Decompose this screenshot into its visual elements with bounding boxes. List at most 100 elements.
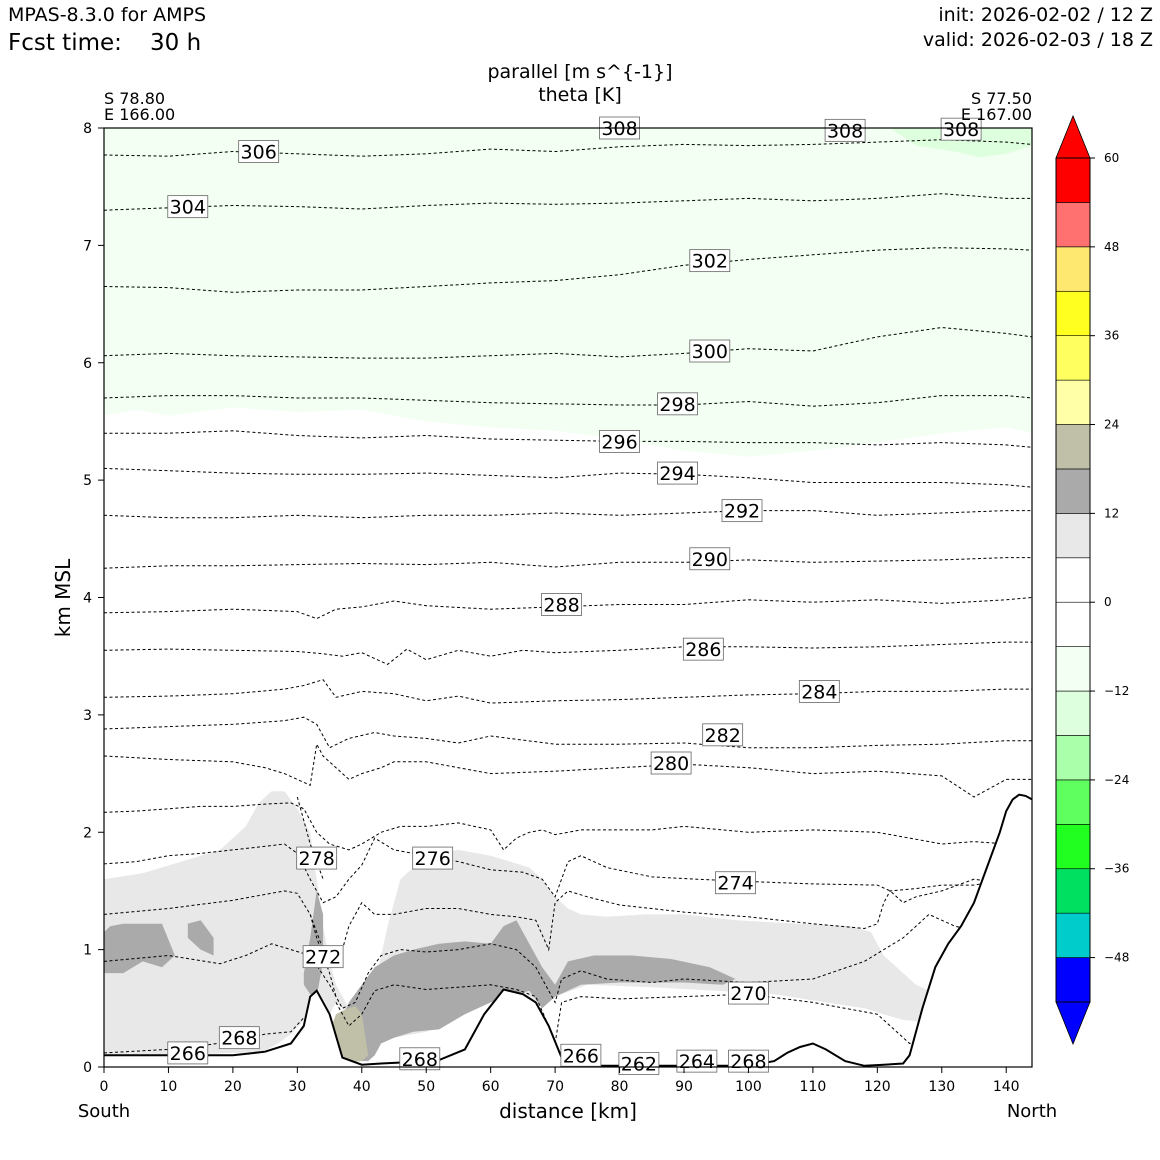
colorbar-segment-17: [1055, 202, 1091, 248]
contour-label-302: 302: [689, 249, 731, 273]
theta-contour-274: [104, 837, 1032, 904]
fill-region-5: [187, 920, 214, 956]
contour-label-270: 270: [728, 981, 769, 1005]
contour-label-298: 298: [657, 392, 698, 416]
y-tick-label-7: 7: [83, 238, 92, 254]
theta-contour-284: [104, 679, 1032, 704]
contour-label-298-box: [657, 392, 698, 416]
contour-label-300-box: [689, 339, 731, 363]
contour-label-inline-6-text: 264: [679, 1051, 715, 1073]
contour-label-278-text: 278: [299, 848, 335, 870]
fill-region-0: [104, 128, 1032, 457]
x-tick-label-80: 80: [611, 1079, 629, 1095]
contour-label-286-text: 286: [685, 639, 721, 661]
contour-label-284: 284: [798, 680, 840, 703]
contour-label-inline-4-box: [560, 1043, 602, 1067]
left-latitude: S 78.80: [104, 89, 165, 108]
x-tick-label-90: 90: [675, 1079, 693, 1095]
contour-label-inline-2: 308: [940, 117, 982, 141]
y-tick-label-3: 3: [83, 708, 92, 724]
x-axis-label: distance [km]: [499, 1099, 637, 1123]
x-tick-label-20: 20: [224, 1079, 242, 1095]
colorbar-segment-3: [1055, 824, 1091, 870]
theta-contour-268: [104, 1017, 305, 1054]
left-direction: South: [78, 1101, 130, 1122]
colorbar-tick-label-3: 24: [1104, 418, 1119, 432]
contour-label-284-box: [798, 680, 840, 703]
theta-contour-296: [104, 430, 1032, 448]
contour-label-306-box: [238, 140, 280, 163]
y-tick-label-0: 0: [83, 1060, 92, 1076]
y-axis: 0 1 2 3 4 5 6 7 8: [83, 121, 104, 1076]
contour-label-282: 282: [702, 723, 744, 747]
contour-label-inline-4: 266: [560, 1043, 602, 1067]
x-tick-label-40: 40: [353, 1079, 371, 1095]
y-tick-label-6: 6: [83, 356, 92, 372]
contour-label-306: 306: [238, 140, 280, 163]
y-tick-label-5: 5: [83, 473, 92, 489]
contour-label-inline-3-text: 268: [402, 1049, 438, 1071]
contour-label-inline-4-text: 266: [563, 1045, 599, 1067]
contour-label-266: 266: [167, 1041, 209, 1065]
contour-label-274-text: 274: [717, 873, 753, 895]
left-longitude: E 166.00: [104, 105, 175, 124]
contour-label-282-text: 282: [705, 725, 741, 747]
contour-label-292: 292: [721, 499, 763, 523]
colorbar-tick-label-4: 12: [1104, 506, 1119, 520]
contour-label-layer: 306 304 302 300 298 296 294 292 290 288 286 284 282 2…: [167, 116, 982, 1075]
colorbar-segment-15: [1055, 290, 1091, 336]
colorbar-segment-5: [1055, 735, 1091, 781]
contour-label-278: 278: [296, 846, 338, 870]
contour-label-inline-2-text: 308: [943, 119, 979, 141]
colorbar: 60 48 36 24 12 0 −12 −24 −36 −48: [1055, 114, 1129, 1046]
contour-label-inline-5-box: [618, 1052, 660, 1075]
contour-label-304-box: [167, 195, 209, 219]
x-tick-label-70: 70: [546, 1079, 564, 1095]
contour-label-274: 274: [715, 871, 756, 895]
contour-label-294-text: 294: [659, 463, 695, 485]
contour-label-inline-1-box: [824, 118, 866, 142]
contour-label-288: 288: [541, 593, 582, 617]
theta-contour-288: [104, 597, 1032, 620]
contour-label-inline-0-text: 308: [601, 118, 637, 140]
right-longitude: E 167.00: [961, 105, 1032, 124]
contour-label-296-text: 296: [601, 431, 637, 453]
contour-label-272-text: 272: [305, 947, 341, 969]
x-tick-label-140: 140: [993, 1079, 1020, 1095]
colorbar-over-arrow: [1055, 114, 1091, 159]
chart-subtitle: theta [K]: [538, 84, 622, 106]
theta-contour-276: [104, 802, 1032, 851]
colorbar-segment-18: [1055, 157, 1091, 203]
theta-contour-280: [104, 742, 1032, 798]
contour-label-292-text: 292: [724, 501, 760, 523]
contour-label-inline-1-text: 308: [827, 120, 863, 142]
colorbar-frame: [1055, 157, 1091, 1003]
contour-label-304: 304: [167, 195, 209, 219]
contour-label-276: 276: [412, 846, 454, 870]
colorbar-tick-label-2: 36: [1104, 329, 1119, 343]
y-tick-label-8: 8: [83, 121, 92, 137]
contour-label-298-text: 298: [659, 394, 695, 416]
contour-label-306-text: 306: [241, 141, 277, 163]
theta-contour-unlabeled-17: [104, 878, 1032, 969]
contour-label-300: 300: [689, 339, 731, 363]
colorbar-segment-13: [1055, 379, 1091, 425]
contour-label-284-text: 284: [801, 681, 837, 703]
contour-label-296: 296: [599, 429, 640, 453]
contour-label-304-text: 304: [170, 197, 206, 219]
colorbar-segment-2: [1055, 868, 1091, 914]
x-tick-label-0: 0: [100, 1079, 109, 1095]
theta-contour-292: [104, 510, 1032, 519]
theta-contour-294: [104, 467, 1032, 488]
x-tick-label-130: 130: [928, 1079, 955, 1095]
colorbar-segment-4: [1055, 779, 1091, 825]
contour-label-278-box: [296, 846, 338, 870]
colorbar-segment-7: [1055, 646, 1091, 692]
y-axis-label: km MSL: [51, 558, 75, 637]
colorbar-tick-label-7: −24: [1104, 773, 1129, 787]
x-tick-label-60: 60: [482, 1079, 500, 1095]
contour-label-inline-3: 268: [399, 1047, 441, 1071]
contour-label-280-box: [650, 751, 692, 775]
contour-label-272-box: [302, 945, 344, 969]
